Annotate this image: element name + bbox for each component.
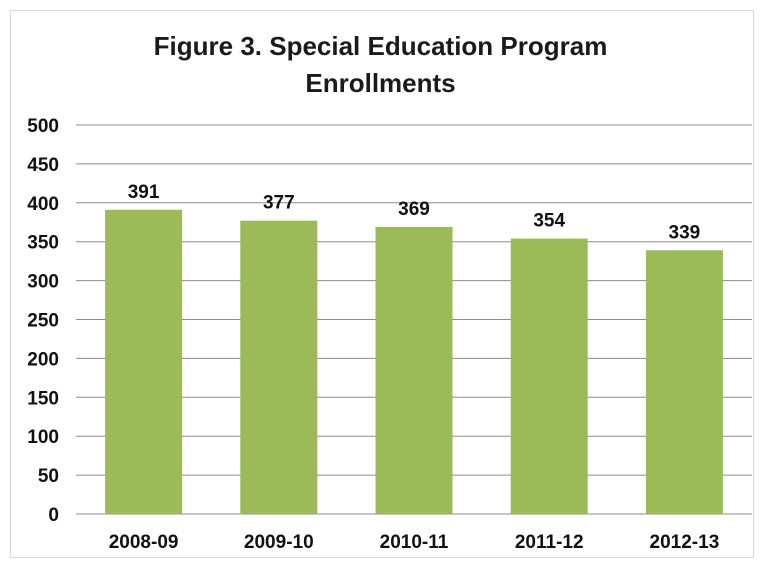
bar-2009-10 — [240, 220, 318, 514]
data-label: 391 — [128, 182, 160, 203]
y-tick-label: 150 — [27, 388, 59, 409]
x-tick-label: 2010-11 — [380, 532, 449, 553]
x-axis-tick-labels: 2008-09 2009-10 2010-11 2011-12 2012-13 — [109, 532, 720, 553]
data-label: 339 — [669, 222, 701, 243]
y-tick-label: 450 — [27, 155, 59, 176]
y-tick-label: 200 — [27, 349, 59, 370]
x-tick-label: 2009-10 — [244, 532, 314, 553]
y-tick-label: 350 — [27, 233, 59, 254]
y-tick-label: 250 — [27, 311, 59, 332]
y-tick-label: 400 — [27, 194, 59, 215]
chart-title-line-1: Figure 3. Special Education Program — [153, 31, 608, 61]
y-axis-tick-labels: 0 50 100 150 200 250 300 350 400 450 500 — [27, 116, 59, 526]
data-label: 354 — [533, 211, 565, 232]
bar-2012-13 — [645, 250, 723, 514]
x-tick-label: 2012-13 — [650, 532, 720, 553]
x-tick-label: 2011-12 — [515, 532, 584, 553]
bar-2011-12 — [510, 238, 588, 514]
chart-title-line-2: Enrollments — [305, 68, 456, 98]
data-label: 377 — [263, 193, 295, 214]
chart-title: Figure 3. Special Education Program Enro… — [0, 28, 761, 102]
y-tick-label: 50 — [38, 466, 59, 487]
bar-2010-11 — [375, 226, 453, 514]
chart-frame — [10, 10, 754, 558]
y-tick-label: 100 — [27, 427, 59, 448]
data-label: 369 — [398, 199, 430, 220]
bars — [105, 209, 723, 514]
y-tick-label: 0 — [48, 505, 59, 526]
y-tick-label: 500 — [27, 116, 59, 137]
x-tick-label: 2008-09 — [109, 532, 179, 553]
data-labels: 391 377 369 354 339 — [128, 182, 701, 243]
y-tick-label: 300 — [27, 272, 59, 293]
bar-2008-09 — [105, 209, 183, 514]
